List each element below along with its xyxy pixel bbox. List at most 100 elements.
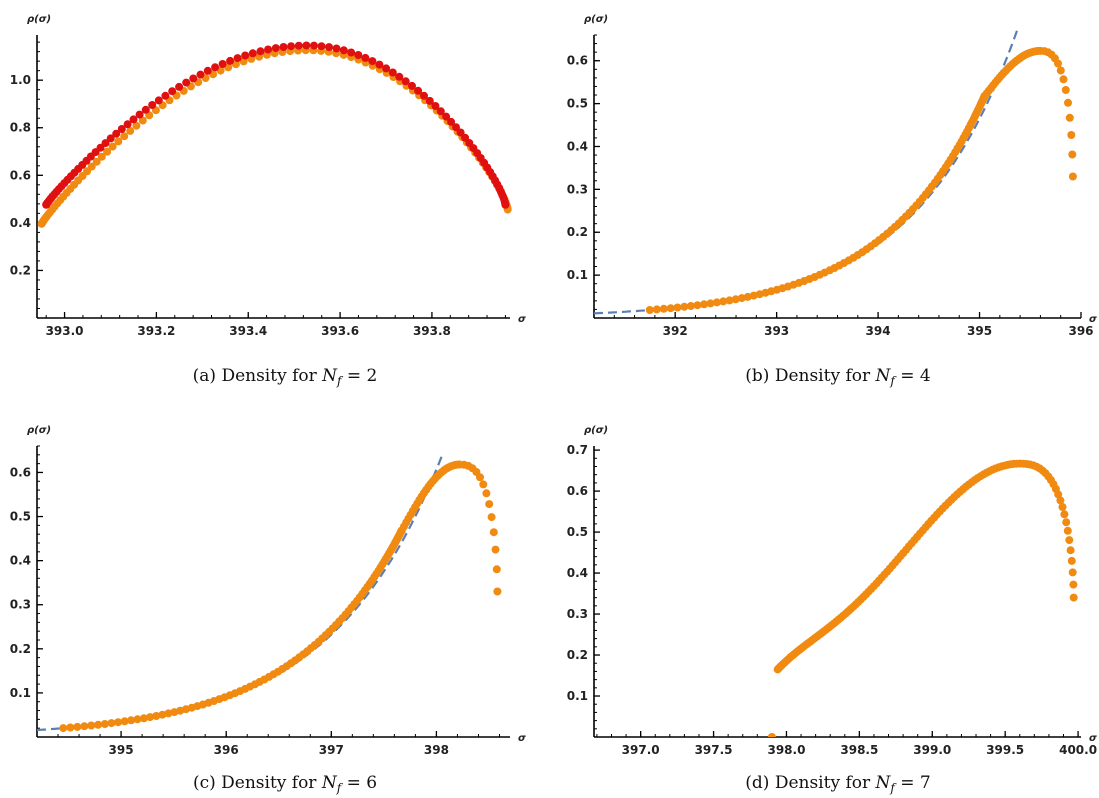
x-tick-label: 399.5 — [986, 743, 1024, 757]
data-point — [1068, 172, 1077, 181]
data-point — [493, 587, 502, 596]
data-point — [148, 101, 157, 109]
data-point — [100, 720, 109, 728]
data-point — [129, 115, 138, 124]
caption-prefix: (b) Density for — [745, 366, 875, 386]
caption-var: N — [875, 773, 892, 793]
data-point — [361, 53, 370, 62]
y-tick-label: 0.4 — [567, 139, 588, 153]
data-point — [1065, 536, 1074, 545]
data-point — [120, 132, 129, 141]
data-point — [123, 120, 132, 129]
data-point — [712, 298, 721, 307]
data-point — [1061, 86, 1070, 94]
data-point — [135, 110, 144, 119]
data-point — [1064, 98, 1072, 107]
y-tick-label: 0.1 — [10, 686, 31, 700]
caption-sub: f — [889, 374, 897, 388]
data-point — [59, 724, 68, 733]
caption-sub: f — [336, 374, 344, 388]
x-tick-label: 397 — [319, 743, 344, 757]
x-tick-label: 398.5 — [840, 743, 878, 757]
chart-panel-3: 395 396 397 398 0.1 0.2 0.3 0.4 0.5 0.6 σ ρ(σ) (c) D… — [10, 425, 526, 795]
data-point — [182, 78, 191, 87]
data-point — [94, 720, 103, 729]
data-point — [452, 123, 460, 132]
data-point — [1067, 131, 1076, 139]
data-point — [256, 47, 265, 56]
data-point — [133, 715, 142, 724]
data-point — [241, 51, 250, 60]
x-tick-label: 395 — [967, 324, 992, 338]
y-tick-label: 0.5 — [567, 97, 588, 111]
x-tick-label: 396 — [214, 743, 239, 757]
x-tick-label: 395 — [109, 743, 134, 757]
data-point — [1068, 150, 1077, 159]
data-point — [442, 112, 451, 121]
caption-prefix: (a) Density for — [193, 366, 323, 386]
caption-prefix: (c) Density for — [193, 773, 322, 793]
data-point — [87, 162, 96, 171]
data-point — [489, 528, 498, 537]
y-tick-label: 1.0 — [10, 73, 31, 87]
x-tick-label: 393.2 — [137, 324, 175, 338]
data-point — [1069, 593, 1078, 602]
data-point — [436, 107, 445, 116]
y-tick-label: 0.1 — [567, 268, 588, 282]
data-point — [395, 72, 404, 81]
data-point — [287, 42, 296, 51]
y-tick-label: 0.5 — [567, 525, 588, 539]
y-tick-label: 0.3 — [10, 598, 31, 612]
data-point — [680, 302, 689, 311]
x-axis-label: σ — [518, 733, 526, 744]
y-axis-label: ρ(σ) — [584, 425, 608, 436]
caption-suffix: = 4 — [895, 366, 931, 386]
data-point — [317, 42, 326, 51]
data-point — [666, 304, 675, 313]
data-point — [491, 545, 500, 554]
data-point — [106, 134, 115, 143]
data-point — [112, 129, 121, 138]
data-point — [154, 96, 163, 105]
chart-panel-4: 397.0 397.5 398.0 398.5 399.0 399.5 400.0 0.1 0.… — [567, 425, 1097, 795]
data-point — [80, 722, 89, 731]
data-point — [693, 301, 702, 310]
panel-caption: (b) Density for Nf = 4 — [745, 366, 930, 388]
data-point — [414, 86, 423, 95]
y-tick-label: 0.6 — [567, 54, 588, 68]
y-tick-label: 0.3 — [567, 182, 588, 196]
data-point — [719, 297, 728, 306]
data-point — [700, 300, 709, 309]
x-axis-label: σ — [1089, 314, 1097, 325]
x-tick-label: 393.6 — [321, 324, 359, 338]
data-point — [425, 96, 434, 105]
data-point — [737, 294, 746, 303]
data-point — [1069, 580, 1078, 589]
data-point — [97, 152, 106, 161]
data-point — [447, 117, 456, 126]
data-point — [1068, 568, 1077, 577]
data-point — [706, 299, 715, 308]
x-tick-label: 397.0 — [622, 743, 660, 757]
y-tick-label: 0.4 — [10, 216, 31, 230]
data-point — [487, 513, 496, 522]
data-point — [431, 102, 440, 110]
data-point — [132, 121, 141, 130]
data-point — [152, 712, 161, 720]
data-point — [1060, 510, 1069, 519]
data-point — [347, 48, 356, 57]
x-tick-label: 396 — [1068, 324, 1093, 338]
x-tick-label: 399.0 — [913, 743, 951, 757]
data-point — [138, 116, 147, 125]
data-point — [382, 64, 391, 73]
data-point — [264, 45, 273, 54]
x-tick-label: 400.0 — [1059, 743, 1097, 757]
y-axis-label: ρ(σ) — [27, 14, 51, 25]
y-tick-label: 0.6 — [567, 484, 588, 498]
data-point — [401, 77, 410, 86]
caption-sub: f — [336, 781, 344, 795]
data-point — [1059, 75, 1068, 84]
data-point — [673, 303, 682, 312]
chart-panel-2: 392 393 394 395 396 0.1 0.2 0.3 0.4 0.5 0.6 σ ρ(σ) (b… — [567, 14, 1097, 388]
